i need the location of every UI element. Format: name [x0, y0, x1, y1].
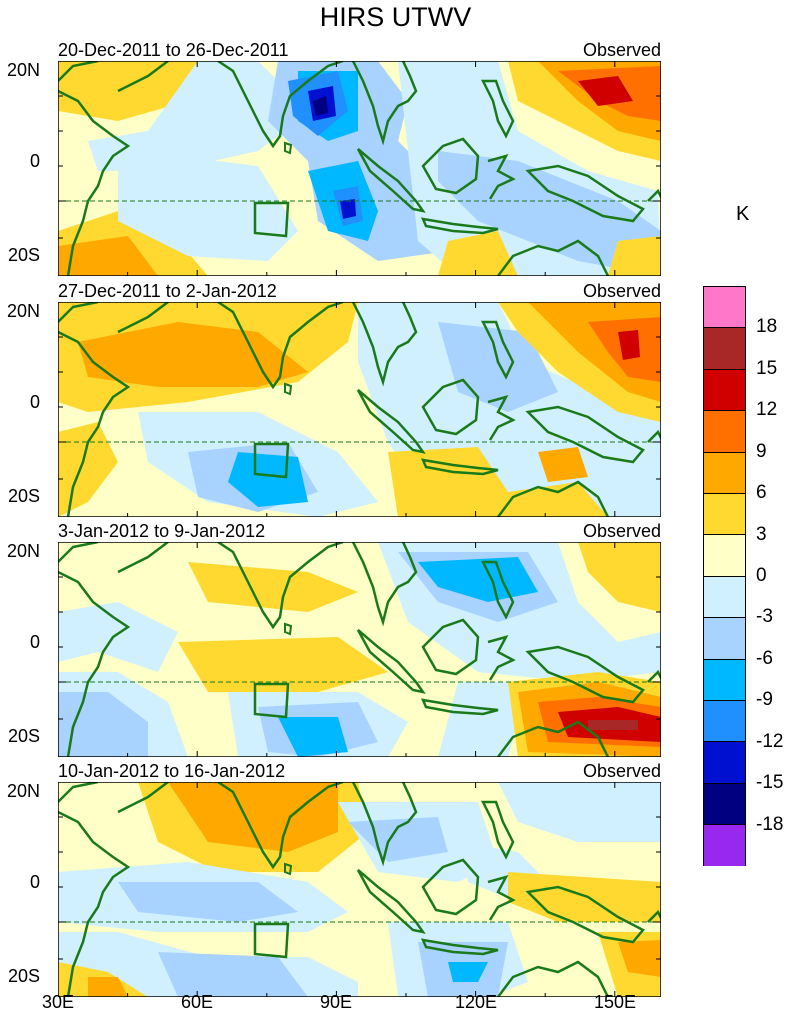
- x-tick-label: 90E: [319, 992, 353, 1012]
- colorbar: [703, 286, 746, 867]
- panel-period-label: 3-Jan-2012 to 9-Jan-2012: [58, 521, 266, 541]
- panel-tag-label: Observed: [582, 40, 661, 60]
- colorbar-swatch: [704, 700, 745, 743]
- y-tick-label: 20N: [6, 301, 40, 321]
- colorbar-tick-label: 15: [756, 357, 778, 379]
- colorbar-tick-label: 18: [756, 316, 778, 338]
- colorbar-tick-label: 0: [756, 565, 767, 586]
- colorbar-swatch: [704, 576, 745, 619]
- colorbar-tick-label: 9: [756, 440, 767, 462]
- y-tick-label: 20S: [7, 486, 40, 506]
- colorbar-swatch: [704, 411, 745, 453]
- panel-period-label: 27-Dec-2011 to 2-Jan-2012: [58, 281, 277, 301]
- colorbar-tick-label: -3: [756, 606, 773, 628]
- panel-tag-label: Observed: [582, 281, 661, 301]
- map-panel-2: 27-Dec-2011 to 2-Jan-2012 Observed: [0, 281, 791, 521]
- panel-period-label: 20-Dec-2011 to 26-Dec-2011: [58, 40, 289, 60]
- y-tick-label: 20N: [6, 60, 40, 80]
- x-tick-label: 60E: [180, 992, 214, 1012]
- colorbar-tick-label: -9: [756, 689, 773, 711]
- colorbar-tick-label: -18: [756, 813, 784, 835]
- colorbar-tick-label: -15: [756, 772, 784, 794]
- colorbar-swatch: [704, 535, 745, 577]
- colorbar-swatch: [704, 783, 745, 826]
- y-tick-label: 20S: [7, 726, 40, 746]
- colorbar-tick-label: -6: [756, 647, 773, 669]
- anomaly-map: [58, 782, 661, 997]
- x-tick-label: 30E: [41, 992, 75, 1012]
- x-tick-label: 150E: [593, 992, 637, 1012]
- colorbar-swatch: [704, 659, 745, 701]
- colorbar-unit-label: K: [736, 203, 750, 225]
- y-tick-label: 0: [29, 392, 40, 412]
- y-tick-label: 20N: [6, 541, 40, 561]
- map-panel-4: 10-Jan-2012 to 16-Jan-2012 Observed: [0, 761, 791, 1001]
- y-tick-label: 20S: [7, 966, 40, 986]
- anomaly-map: [58, 302, 661, 517]
- y-tick-label: 0: [29, 151, 40, 171]
- panel-tag-label: Observed: [582, 521, 661, 541]
- anomaly-map: [58, 542, 661, 757]
- colorbar-swatch: [704, 328, 745, 370]
- y-tick-label: 0: [29, 632, 40, 652]
- y-tick-label: 20N: [6, 781, 40, 801]
- anomaly-map: [58, 61, 661, 276]
- colorbar-tick-label: -12: [756, 730, 784, 752]
- map-panel-1: 20-Dec-2011 to 26-Dec-2011 Observed: [0, 40, 791, 280]
- colorbar-swatch: [704, 742, 745, 784]
- colorbar-tick-label: 12: [756, 399, 778, 421]
- map-panel-3: 3-Jan-2012 to 9-Jan-2012 Observed: [0, 521, 791, 761]
- colorbar-swatch: [704, 493, 745, 536]
- colorbar-swatch: [704, 287, 745, 329]
- panel-period-label: 10-Jan-2012 to 16-Jan-2012: [58, 761, 286, 781]
- y-tick-label: 20S: [7, 245, 40, 265]
- colorbar-swatch: [704, 825, 745, 867]
- colorbar-swatch: [704, 618, 745, 660]
- colorbar-tick-label: 6: [756, 482, 767, 504]
- y-tick-label: 0: [29, 872, 40, 892]
- colorbar-tick-label: 3: [756, 523, 767, 545]
- figure-title: HIRS UTWV: [319, 2, 472, 32]
- colorbar-swatch: [704, 452, 745, 494]
- x-tick-label: 120E: [454, 992, 498, 1012]
- colorbar-swatch: [704, 369, 745, 412]
- panel-tag-label: Observed: [582, 761, 661, 781]
